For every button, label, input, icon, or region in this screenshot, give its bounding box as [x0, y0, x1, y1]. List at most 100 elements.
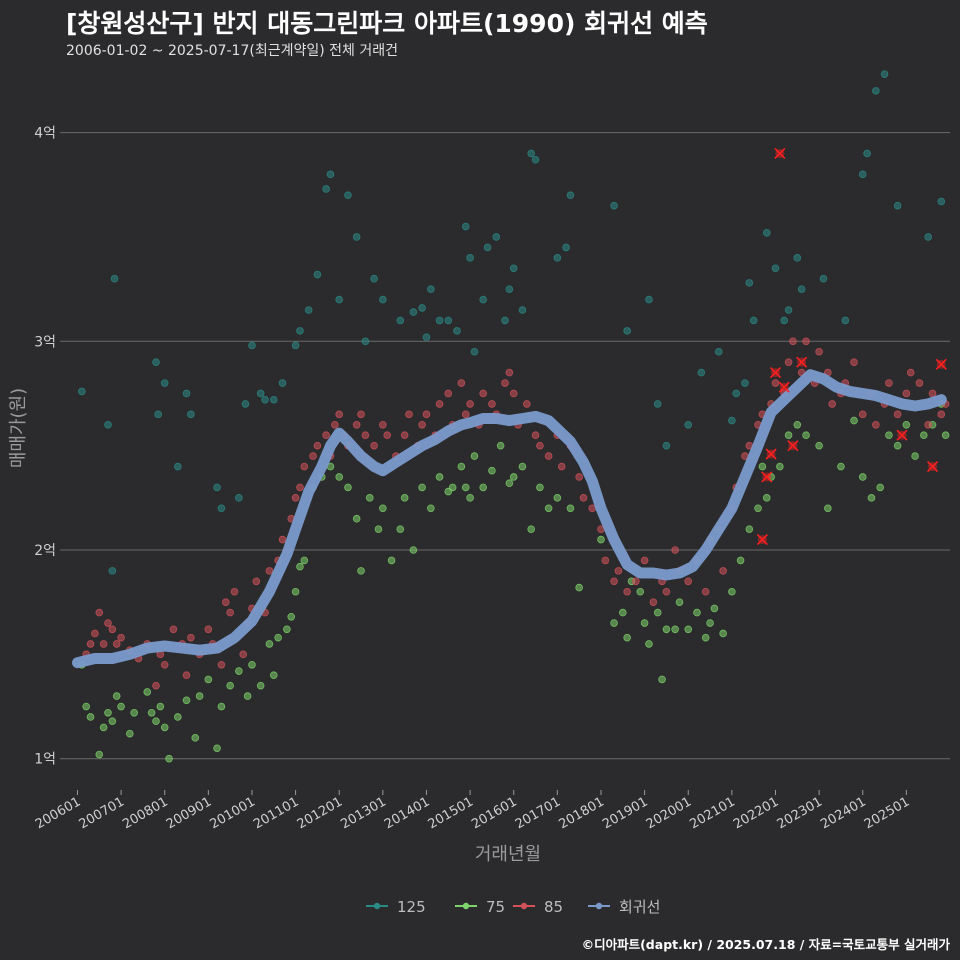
regression-line: [72, 369, 947, 669]
x-tick-label: 200701: [77, 794, 127, 832]
data-point-85: [906, 368, 915, 377]
data-point-125: [444, 316, 453, 325]
data-point-75: [461, 483, 470, 492]
data-point-125: [435, 316, 444, 325]
data-point-125: [527, 149, 535, 158]
data-point-125: [714, 347, 723, 356]
x-tick-labels: 2006012007012008012009012010012011012012…: [33, 790, 912, 832]
data-point-85: [278, 535, 287, 544]
x-tick-label: 200801: [120, 794, 170, 832]
data-point-75: [793, 420, 802, 429]
data-point-125: [741, 379, 749, 387]
cancelled-marker-stroke: [765, 448, 777, 460]
data-point-85: [182, 671, 191, 680]
data-point-75: [518, 462, 527, 471]
data-point-125: [797, 285, 806, 293]
data-point-125: [762, 228, 771, 237]
data-point-75: [527, 525, 535, 533]
data-point-85: [383, 431, 392, 440]
data-point-75: [496, 441, 505, 450]
cancelled-marker: [778, 381, 790, 393]
data-point-75: [448, 483, 457, 492]
data-point-125: [104, 420, 112, 429]
legend-swatch-dot: [373, 902, 381, 910]
data-point-75: [435, 473, 444, 481]
chart-subtitle: 2006-01-02 ~ 2025-07-17(최근계약일) 전체 거래건: [66, 43, 398, 59]
data-point-75: [536, 483, 544, 492]
data-point-125: [780, 316, 789, 325]
data-point-85: [479, 389, 487, 398]
data-point-125: [78, 387, 86, 396]
data-point-85: [152, 681, 160, 690]
data-point-85: [601, 556, 610, 565]
data-point-85: [400, 431, 409, 440]
data-point-75: [701, 633, 710, 642]
data-point-75: [387, 556, 396, 565]
data-point-75: [173, 713, 182, 721]
data-point-85: [104, 619, 112, 627]
data-point-85: [300, 462, 309, 471]
data-point-75: [217, 702, 226, 711]
data-point-125: [261, 395, 269, 404]
data-point-85: [928, 389, 937, 398]
data-point-85: [291, 494, 300, 502]
legend-swatch-dot: [595, 902, 603, 910]
data-point-85: [501, 379, 509, 387]
x-tick-label: 201901: [600, 794, 650, 832]
data-point-125: [326, 170, 335, 179]
data-point-125: [461, 222, 470, 231]
data-point-125: [518, 306, 527, 314]
data-point-125: [296, 327, 304, 335]
cancelled-marker: [765, 448, 777, 460]
data-point-125: [352, 233, 361, 241]
data-point-75: [850, 416, 858, 425]
data-point-75: [182, 696, 191, 705]
data-point-75: [283, 625, 291, 634]
data-point-85: [379, 420, 387, 429]
x-tick-label: 202101: [687, 794, 737, 832]
data-point-75: [152, 717, 160, 725]
data-point-125: [422, 333, 431, 341]
data-point-85: [575, 473, 583, 481]
data-point-75: [160, 723, 169, 732]
data-point-85: [815, 347, 823, 356]
cancelled-marker-stroke: [896, 429, 908, 441]
data-point-125: [278, 379, 287, 387]
data-point-125: [771, 264, 780, 273]
data-point-85: [108, 625, 117, 634]
data-point-125: [819, 274, 828, 283]
data-point-125: [841, 316, 850, 325]
data-point-75: [885, 431, 893, 440]
legend-label: 125: [397, 898, 426, 916]
legend-label: 회귀선: [619, 898, 660, 916]
data-point-125: [248, 341, 256, 350]
data-point-85: [893, 410, 902, 419]
data-point-75: [658, 675, 666, 684]
data-point-75: [706, 619, 714, 627]
data-point-125: [152, 358, 160, 366]
data-point-75: [147, 708, 156, 717]
data-point-75: [466, 494, 474, 502]
data-point-75: [274, 633, 282, 642]
data-point-125: [154, 410, 162, 419]
data-point-125: [304, 306, 313, 314]
data-point-75: [243, 692, 252, 700]
data-point-75: [204, 675, 213, 684]
data-point-75: [802, 431, 810, 440]
data-point-85: [357, 410, 365, 419]
data-point-75: [365, 494, 374, 502]
data-point-75: [112, 692, 121, 700]
data-point-75: [296, 562, 304, 571]
data-point-75: [754, 504, 762, 513]
data-point-125: [893, 201, 902, 210]
data-point-75: [165, 754, 173, 763]
data-point-125: [361, 337, 370, 346]
data-point-85: [187, 633, 195, 642]
data-point-125: [662, 441, 671, 450]
legend-swatch-dot: [462, 902, 470, 910]
data-point-85: [86, 640, 95, 648]
data-point-85: [204, 625, 213, 634]
data-point-85: [610, 577, 618, 586]
x-tick-label: 201801: [556, 794, 606, 832]
data-point-75: [902, 420, 911, 429]
